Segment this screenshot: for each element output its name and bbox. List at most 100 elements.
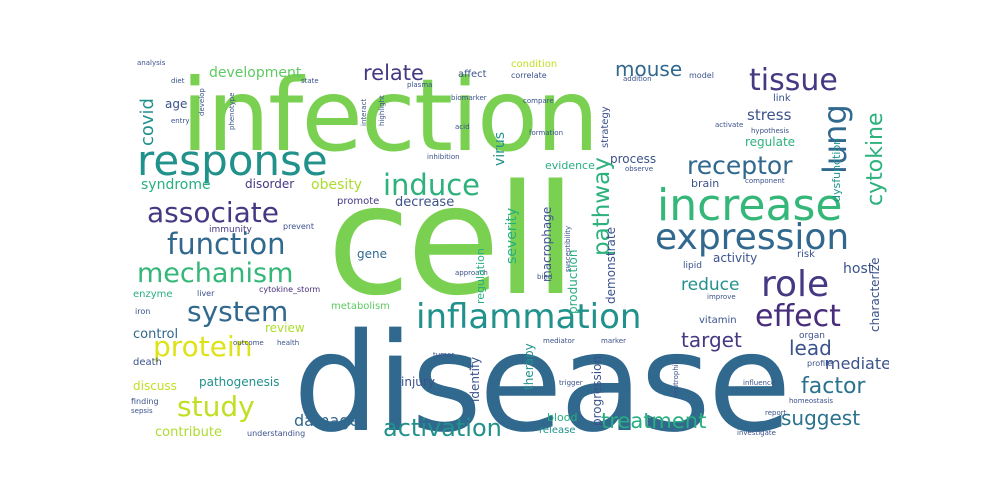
word-plasma: plasma (407, 81, 433, 89)
word-acid: acid (455, 123, 470, 131)
word-formation: formation (529, 129, 564, 137)
word-enzyme: enzyme (133, 289, 173, 300)
word-mouse: mouse (615, 57, 683, 81)
word-target: target (681, 328, 742, 352)
word-expression: expression (655, 217, 850, 258)
word-inhibition: inhibition (427, 153, 460, 161)
word-disease: disease (293, 305, 792, 445)
word-effect: effect (755, 299, 841, 334)
word-age: age (165, 97, 188, 111)
word-tissue: tissue (749, 63, 838, 98)
word-factor: factor (801, 374, 866, 399)
word-report: report (765, 409, 787, 417)
word-state: state (301, 77, 319, 85)
word-progression: progression (590, 355, 604, 426)
word-metabolism: metabolism (331, 301, 390, 312)
word-protein: protein (153, 330, 253, 363)
word-influence: influence (743, 379, 776, 387)
word-identify: identify (468, 356, 482, 402)
word-regulate: regulate (745, 135, 796, 149)
word-severity: severity (504, 207, 520, 264)
word-mechanism: mechanism (137, 258, 294, 289)
word-induce: induce (383, 168, 481, 202)
word-addition: addition (623, 75, 652, 83)
word-trigger: trigger (559, 379, 583, 387)
word-strategy: strategy (600, 106, 611, 148)
word-develop: develop (198, 88, 206, 116)
word-reduce: reduce (681, 275, 740, 295)
word-model: model (689, 71, 714, 80)
word-finding: finding (131, 397, 159, 406)
word-risk: risk (797, 249, 815, 260)
word-homeostasis: homeostasis (789, 397, 834, 405)
word-phenotype: phenotype (228, 92, 236, 130)
word-interact: interact (360, 98, 368, 126)
word-stress: stress (747, 106, 792, 124)
word-regulation: regulation (474, 248, 487, 304)
word-obesity: obesity (311, 177, 363, 193)
word-treatment: treatment (601, 409, 707, 433)
word-therapy: therapy (522, 343, 536, 390)
word-biomarker: biomarker (451, 94, 487, 102)
word-affect: affect (458, 69, 487, 80)
word-covid: covid (137, 98, 158, 146)
word-cytokine: cytokine (863, 112, 888, 206)
word-vitamin: vitamin (699, 315, 737, 326)
word-prevent: prevent (283, 222, 314, 231)
word-inflammation: inflammation (416, 297, 642, 337)
word-sepsis: sepsis (131, 407, 153, 415)
word-highlight: highlight (378, 95, 386, 126)
word-gene: gene (357, 247, 387, 261)
word-hypothesis: hypothesis (751, 127, 790, 135)
word-mediate: mediate (825, 354, 889, 373)
word-blood: blood (547, 411, 578, 424)
word-cell: cell (327, 152, 577, 329)
word-liver: liver (197, 289, 215, 298)
word-release: release (539, 425, 576, 436)
word-profile: profile (807, 359, 833, 368)
word-demonstrate: demonstrate (604, 227, 618, 304)
word-damage: damage (294, 411, 360, 430)
word-marker: marker (601, 337, 626, 345)
word-component: component (745, 177, 785, 185)
word-process: process (610, 152, 657, 166)
word-cloud: cell disease infection response increase… (125, 50, 889, 445)
word-health: health (277, 339, 300, 347)
word-evidence: evidence (545, 159, 595, 172)
word-observe: observe (625, 165, 654, 173)
word-death: death (133, 357, 162, 368)
word-development: development (209, 65, 302, 81)
word-understanding: understanding (247, 429, 306, 438)
word-condition: condition (511, 59, 558, 70)
word-entry: entry (171, 117, 190, 125)
word-neutrophil: neutrophil (672, 362, 680, 398)
word-infection: infection (181, 57, 599, 174)
word-associate: associate (147, 196, 280, 229)
word-mediator: mediator (543, 337, 575, 345)
word-tumor: tumor (433, 351, 455, 359)
word-disorder: disorder (245, 177, 295, 191)
word-system: system (187, 295, 289, 328)
word-promote: promote (337, 196, 380, 207)
word-receptor: receptor (687, 151, 793, 180)
word-decrease: decrease (395, 195, 455, 210)
word-approach: approach (455, 269, 488, 277)
word-host: host (843, 261, 874, 277)
word-role: role (761, 264, 830, 305)
word-cytokine-storm: cytokine_storm (259, 285, 321, 294)
word-improve: improve (707, 293, 736, 301)
word-contribute: contribute (155, 425, 222, 440)
word-bind: bind (537, 273, 553, 281)
word-pathogenesis: pathogenesis (199, 375, 280, 389)
word-review: review (265, 321, 305, 335)
word-iron: iron (135, 307, 151, 316)
word-activation: activation (383, 414, 502, 442)
word-link: link (773, 93, 791, 104)
word-susceptibility: susceptibility (564, 225, 572, 272)
word-dysfunction: dysfunction (830, 137, 843, 202)
word-lipid: lipid (683, 261, 702, 271)
word-compare: compare (523, 97, 554, 105)
word-organ: organ (799, 331, 825, 341)
word-suggest: suggest (781, 406, 861, 430)
word-virus: virus (492, 131, 508, 166)
